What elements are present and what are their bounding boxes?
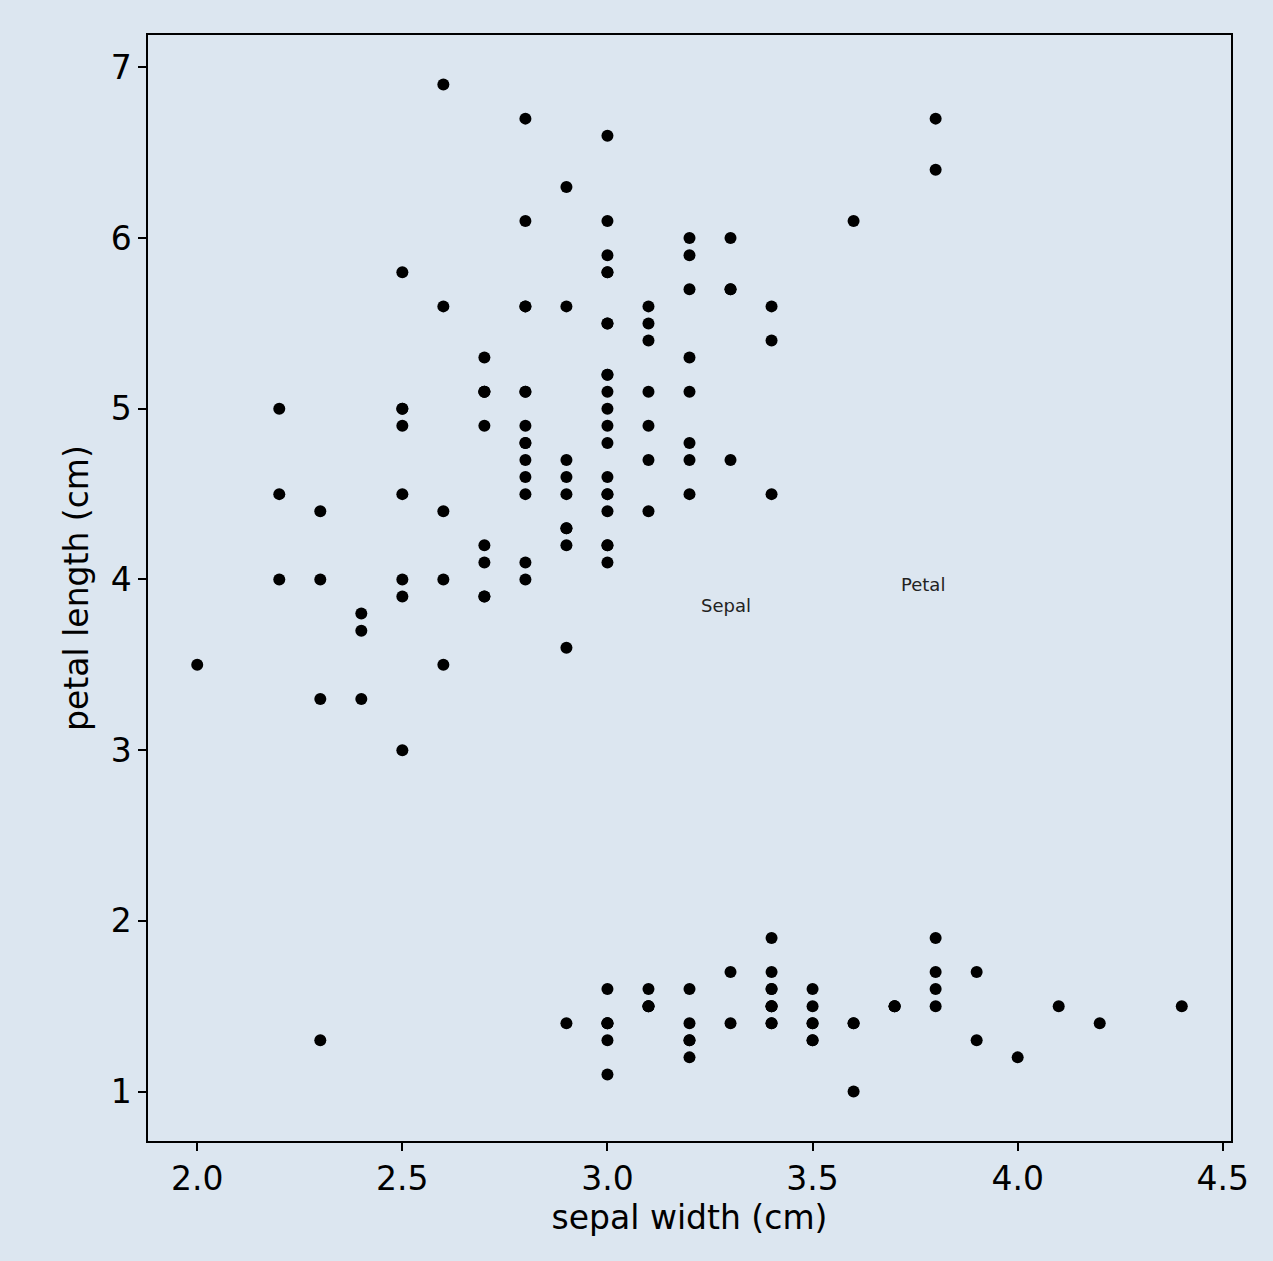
svg-text:2.0: 2.0 xyxy=(171,1159,223,1198)
svg-text:Petal: Petal xyxy=(901,574,945,595)
svg-text:4.0: 4.0 xyxy=(991,1159,1043,1198)
svg-text:2: 2 xyxy=(111,901,132,940)
svg-text:4.5: 4.5 xyxy=(1197,1159,1249,1198)
svg-text:3: 3 xyxy=(111,731,132,770)
svg-text:1: 1 xyxy=(111,1072,132,1111)
svg-text:6: 6 xyxy=(111,219,132,258)
svg-text:3.5: 3.5 xyxy=(786,1159,838,1198)
svg-text:Sepal: Sepal xyxy=(701,595,751,616)
svg-text:4: 4 xyxy=(111,560,132,599)
svg-text:2.5: 2.5 xyxy=(376,1159,428,1198)
svg-text:7: 7 xyxy=(111,48,132,87)
svg-text:5: 5 xyxy=(111,389,132,428)
svg-text:3.0: 3.0 xyxy=(581,1159,633,1198)
svg-text:sepal width (cm): sepal width (cm) xyxy=(552,1198,828,1237)
svg-text:petal length (cm): petal length (cm) xyxy=(57,445,96,731)
